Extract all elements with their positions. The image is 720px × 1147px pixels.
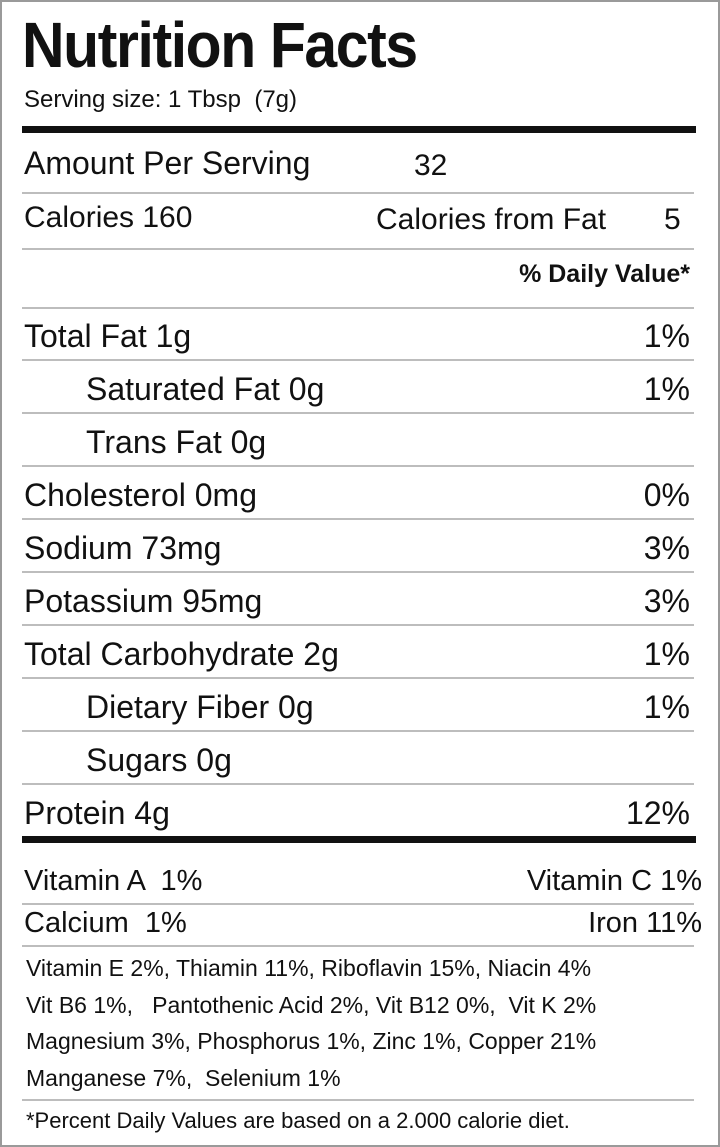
rule bbox=[22, 192, 694, 194]
nutrient-name: Potassium 95mg bbox=[24, 583, 263, 619]
daily-value: 12% bbox=[625, 795, 690, 831]
vitamin-right: Vitamin C 1% bbox=[526, 865, 702, 897]
nutrient-row: Potassium 95mg 3% bbox=[24, 573, 690, 626]
nutrient-name: Protein 4g bbox=[24, 795, 170, 831]
rule bbox=[22, 307, 694, 309]
nutrient-name: Sodium 73mg bbox=[24, 530, 222, 566]
nutrient-row: Sodium 73mg 3% bbox=[24, 520, 690, 573]
rule bbox=[22, 248, 694, 250]
daily-value: 1% bbox=[643, 318, 690, 354]
nutrient-row: Protein 4g 12% bbox=[24, 785, 690, 838]
vitamin-left: Vitamin A 1% bbox=[24, 865, 203, 897]
nutrient-row: Total Carbohydrate 2g 1% bbox=[24, 626, 690, 679]
daily-value: 1% bbox=[643, 371, 690, 407]
calories-from-fat-label: Calories from Fat bbox=[376, 203, 607, 236]
daily-value: 1% bbox=[643, 689, 690, 725]
nutrient-name: Trans Fat 0g bbox=[86, 424, 267, 460]
nutrient-name: Cholesterol 0mg bbox=[24, 477, 257, 513]
thick-rule bbox=[22, 126, 696, 133]
nutrient-name: Total Carbohydrate 2g bbox=[24, 636, 339, 672]
nutrient-row: Saturated Fat 0g 1% bbox=[24, 361, 690, 414]
nutrient-name: Total Fat 1g bbox=[24, 318, 192, 354]
rule bbox=[22, 903, 694, 905]
rule bbox=[22, 571, 694, 573]
rule bbox=[22, 1099, 694, 1101]
amount-value: 32 bbox=[414, 149, 448, 182]
serving-size: Serving size: 1 Tbsp (7g) bbox=[24, 86, 298, 113]
daily-value: 1% bbox=[643, 636, 690, 672]
rule bbox=[22, 624, 694, 626]
daily-value: 3% bbox=[643, 530, 690, 566]
vitamin-line: Vit B6 1%, Pantothenic Acid 2%, Vit B12 … bbox=[26, 991, 597, 1018]
amount-label: Amount Per Serving bbox=[24, 145, 311, 181]
nutrient-row: Trans Fat 0g bbox=[24, 414, 690, 467]
footnote: *Percent Daily Values are based on a 2.0… bbox=[26, 1108, 570, 1133]
vitamin-line: Manganese 7%, Selenium 1% bbox=[26, 1064, 341, 1091]
daily-value-header: % Daily Value* bbox=[519, 260, 690, 288]
nutrient-row: Cholesterol 0mg 0% bbox=[24, 467, 690, 520]
rule bbox=[22, 945, 694, 947]
calories-from-fat-value: 5 bbox=[664, 203, 681, 236]
vitamin-left: Calcium 1% bbox=[24, 907, 187, 939]
calories: Calories 160 bbox=[24, 201, 193, 234]
rule bbox=[22, 465, 694, 467]
rule bbox=[22, 783, 694, 785]
daily-value: 0% bbox=[643, 477, 690, 513]
rule bbox=[22, 359, 694, 361]
rule bbox=[22, 412, 694, 414]
rule bbox=[22, 677, 694, 679]
daily-value: 3% bbox=[643, 583, 690, 619]
rule bbox=[22, 730, 694, 732]
vitamin-right: Iron 11% bbox=[588, 907, 702, 939]
nutrient-row: Dietary Fiber 0g 1% bbox=[24, 679, 690, 732]
nutrient-name: Sugars 0g bbox=[86, 742, 232, 778]
rule bbox=[22, 518, 694, 520]
title: Nutrition Facts bbox=[22, 9, 418, 81]
thick-rule bbox=[22, 836, 696, 843]
vitamin-line: Magnesium 3%, Phosphorus 1%, Zinc 1%, Co… bbox=[26, 1028, 597, 1054]
nutrient-name: Dietary Fiber 0g bbox=[86, 689, 314, 725]
nutrient-name: Saturated Fat 0g bbox=[86, 371, 325, 407]
nutrient-row: Total Fat 1g 1% bbox=[24, 308, 690, 361]
vitamin-line: Vitamin E 2%, Thiamin 11%, Riboflavin 15… bbox=[26, 955, 592, 981]
nutrient-row: Sugars 0g bbox=[24, 732, 690, 785]
